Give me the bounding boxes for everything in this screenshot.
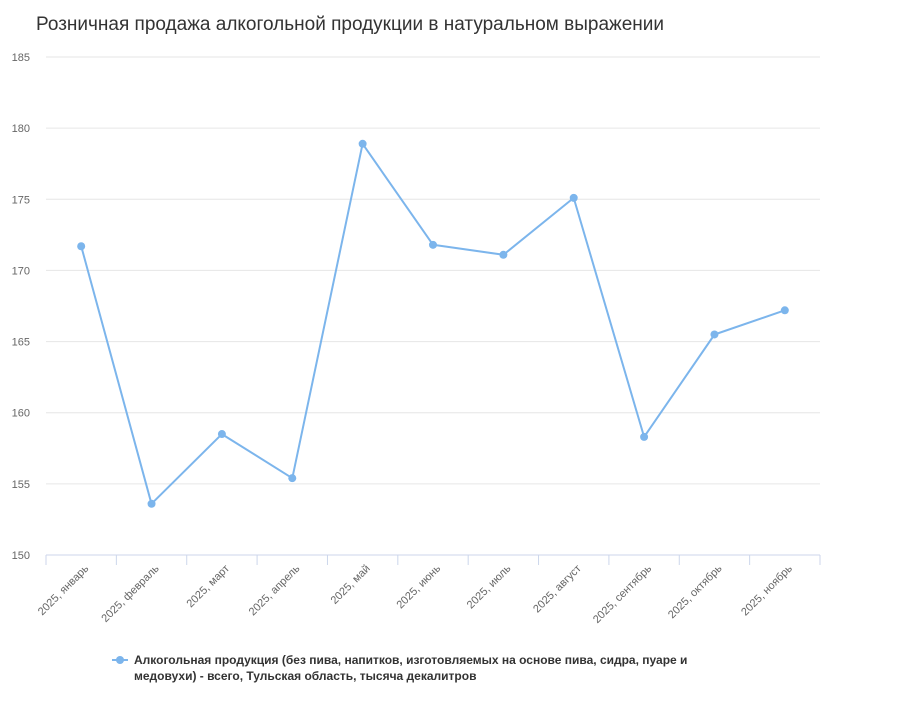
- x-tick-label: 2025, ноябрь: [739, 562, 795, 618]
- x-tick-label: 2025, сентябрь: [591, 562, 654, 625]
- chart-title: Розничная продажа алкогольной продукции …: [36, 14, 665, 35]
- data-point: [358, 139, 367, 148]
- x-tick-label: 2025, апрель: [247, 562, 303, 618]
- data-point: [710, 330, 719, 339]
- data-point: [499, 250, 508, 259]
- x-tick-label: 2025, июнь: [394, 562, 443, 611]
- data-point: [147, 499, 156, 508]
- y-tick-label: 185: [12, 52, 30, 64]
- y-tick-label: 160: [12, 408, 30, 420]
- x-tick-label: 2025, февраль: [99, 562, 161, 624]
- series-group: [77, 139, 789, 508]
- data-point: [429, 240, 437, 249]
- y-axis-ticks: 150 155 160 165 170 175 180 185: [12, 52, 30, 562]
- data-point: [77, 242, 86, 251]
- y-tick-label: 180: [12, 123, 30, 135]
- data-point: [780, 306, 789, 315]
- data-point: [217, 430, 226, 439]
- data-point: [288, 474, 297, 483]
- x-tick-label: 2025, январь: [36, 562, 92, 618]
- x-tick-label: 2025, октябрь: [666, 562, 725, 621]
- legend-marker: [112, 654, 128, 666]
- y-tick-label: 170: [12, 265, 30, 277]
- y-tick-label: 150: [12, 550, 30, 562]
- x-axis-labels: 2025, январь 2025, февраль 2025, март 2025,…: [36, 562, 795, 625]
- data-point: [569, 193, 578, 202]
- y-tick-label: 175: [12, 194, 30, 206]
- x-tick-label: 2025, июль: [465, 562, 514, 611]
- legend[interactable]: Алкогольная продукция (без пива, напитко…: [112, 652, 712, 684]
- x-axis: [45, 554, 821, 565]
- y-tick-label: 165: [12, 337, 30, 349]
- data-point: [640, 432, 649, 441]
- series-line: [80, 142, 786, 505]
- grid-lines: [46, 56, 820, 485]
- x-tick-label: 2025, май: [329, 563, 373, 607]
- x-tick-label: 2025, август: [531, 563, 584, 616]
- legend-series-label: Алкогольная продукция (без пива, напитко…: [134, 653, 688, 683]
- x-tick-label: 2025, март: [185, 563, 233, 611]
- legend-marker-dot: [116, 656, 124, 664]
- y-tick-label: 155: [12, 479, 30, 491]
